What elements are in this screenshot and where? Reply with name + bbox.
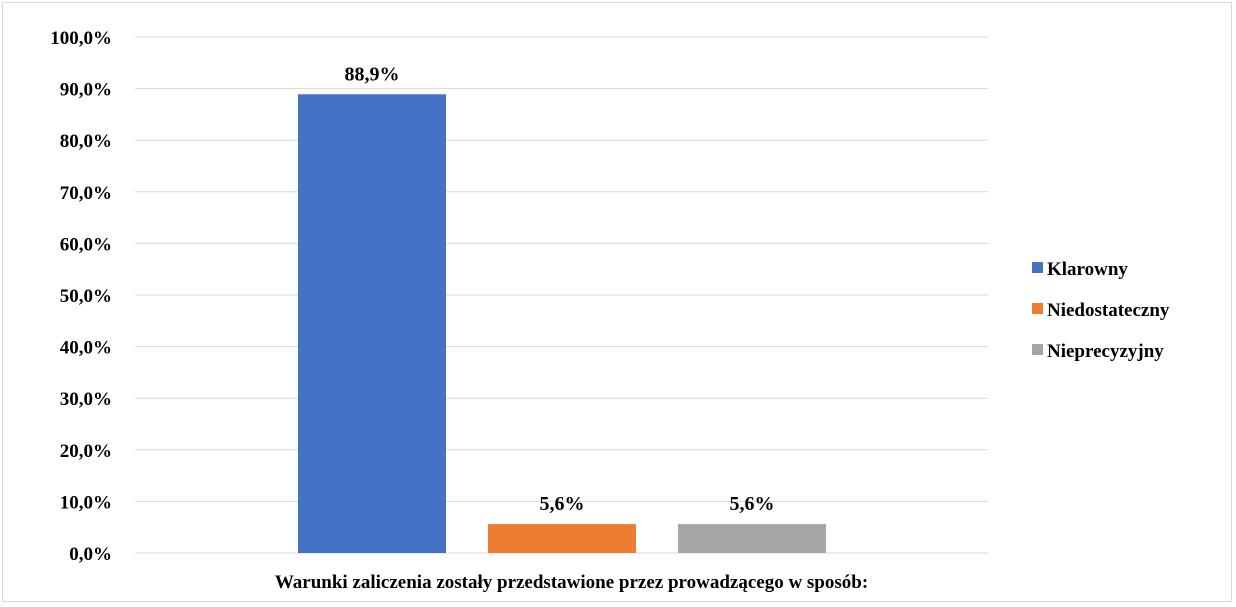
legend-swatch-nieprecyzyjny [1032,344,1043,355]
data-label-niedostateczny: 5,6% [540,493,585,515]
x-axis-title: Warunki zaliczenia zostały przedstawione… [275,572,868,593]
legend-swatch-klarowny [1032,262,1043,273]
bar-nieprecyzyjny [678,524,826,553]
y-tick-label: 50,0% [60,286,112,307]
y-tick-label: 60,0% [60,234,112,255]
legend-label-niedostateczny: Niedostateczny [1047,300,1170,321]
y-tick-label: 70,0% [60,183,112,204]
data-label-nieprecyzyjny: 5,6% [730,493,775,515]
y-tick-label: 0,0% [69,544,112,565]
bar-niedostateczny [488,524,636,553]
y-tick-label: 80,0% [60,131,112,152]
y-tick-label: 10,0% [60,492,112,513]
data-label-klarowny: 88,9% [345,63,400,85]
bars [298,94,826,553]
gridlines [135,36,988,554]
legend-swatch-niedostateczny [1032,303,1043,314]
y-tick-label: 100,0% [50,28,112,49]
data-labels: 88,9% 5,6% 5,6% [345,63,775,515]
y-tick-label: 90,0% [60,80,112,101]
y-tick-label: 30,0% [60,389,112,410]
bar-klarowny [298,94,446,553]
legend-label-nieprecyzyjny: Nieprecyzyjny [1047,341,1164,362]
y-tick-label: 40,0% [60,338,112,359]
y-axis-tick-labels: 0,0% 10,0% 20,0% 30,0% 40,0% 50,0% 60,0% 70,0% 8… [50,28,112,565]
legend-label-klarowny: Klarowny [1047,259,1128,280]
legend: Klarowny Niedostateczny Nieprecyzyjny [1032,259,1170,362]
y-tick-label: 20,0% [60,441,112,462]
